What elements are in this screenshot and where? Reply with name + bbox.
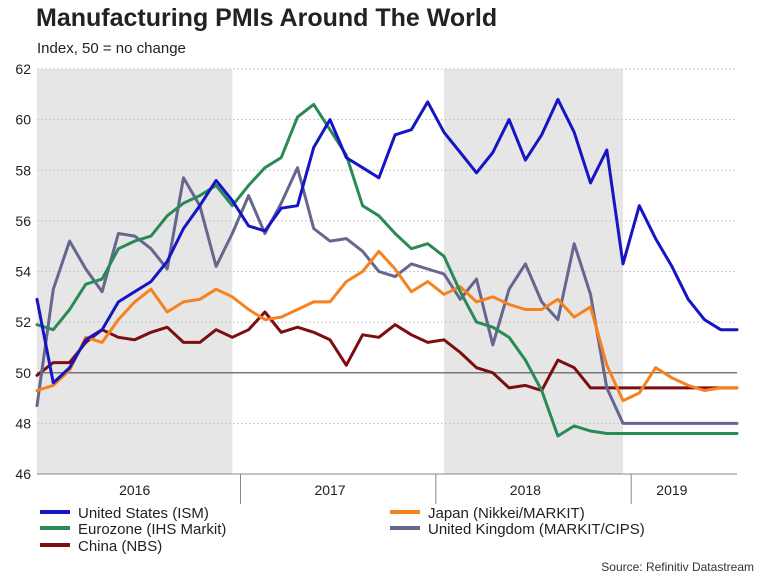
legend-swatch-eurozone xyxy=(40,526,70,531)
series-line-japan xyxy=(35,249,739,403)
chart-title: Manufacturing PMIs Around The World xyxy=(36,4,498,32)
legend-label-eurozone: Eurozone (IHS Markit) xyxy=(78,521,227,538)
y-tick-label-54: 54 xyxy=(15,264,31,280)
y-tick-label-56: 56 xyxy=(15,213,31,229)
legend-swatch-us xyxy=(40,510,70,515)
y-tick-label-52: 52 xyxy=(15,314,31,330)
legend-swatch-china xyxy=(40,543,70,548)
legend-entry-uk: United Kingdom (MARKIT/CIPS) xyxy=(390,521,645,538)
series-line-us-ism xyxy=(35,97,739,385)
x-year-label-2016: 2016 xyxy=(119,482,150,498)
y-tick-label-62: 62 xyxy=(15,61,31,77)
legend-swatch-japan xyxy=(390,510,420,515)
x-year-label-2018: 2018 xyxy=(510,482,541,498)
legend-entry-china: China (NBS) xyxy=(40,538,162,555)
legend-entry-japan: Japan (Nikkei/MARKIT) xyxy=(390,505,585,522)
y-tick-label-58: 58 xyxy=(15,162,31,178)
y-tick-label-46: 46 xyxy=(15,466,31,482)
chart-subtitle: Index, 50 = no change xyxy=(37,40,186,57)
legend-swatch-uk xyxy=(390,526,420,531)
x-year-label-2019: 2019 xyxy=(656,482,687,498)
legend-label-china: China (NBS) xyxy=(78,538,163,555)
series-line-uk xyxy=(35,166,739,425)
series-line-china xyxy=(35,310,739,392)
legend-label-us: United States (ISM) xyxy=(78,505,209,522)
y-tick-label-50: 50 xyxy=(15,365,31,381)
y-tick-label-48: 48 xyxy=(15,415,31,431)
legend-label-japan: Japan (Nikkei/MARKIT) xyxy=(428,505,585,522)
y-tick-label-60: 60 xyxy=(15,112,31,128)
series-line-eurozone xyxy=(35,102,739,438)
source-note: Source: Refinitiv Datastream xyxy=(601,560,754,574)
legend-label-uk: United Kingdom (MARKIT/CIPS) xyxy=(428,521,645,538)
legend-entry-us: United States (ISM) xyxy=(40,505,209,522)
x-year-label-2017: 2017 xyxy=(314,482,345,498)
legend-entry-eurozone: Eurozone (IHS Markit) xyxy=(40,521,226,538)
